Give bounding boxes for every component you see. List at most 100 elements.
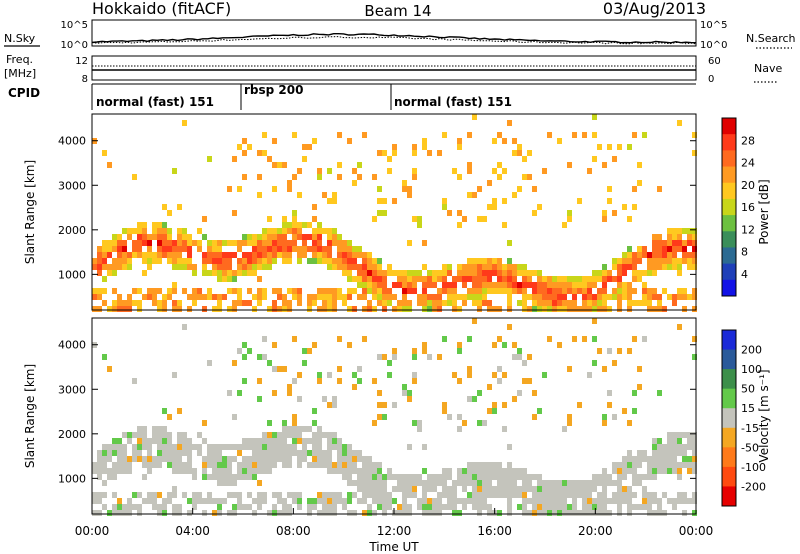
velocity-cell [547,510,552,516]
velocity-cell [237,390,242,396]
velocity-cell [567,420,572,426]
velocity-cell [592,480,597,486]
velocity-cell [547,492,552,498]
y-tick-label: 3000 [58,383,86,396]
power-cell [242,270,247,276]
power-cell [327,264,332,270]
velocity-cell [192,492,197,498]
power-cell [282,228,287,234]
power-cell [237,144,242,150]
velocity-cell [507,498,512,504]
power-cell [572,276,577,282]
velocity-cell [257,498,262,504]
power-cell [197,246,202,252]
velocity-cell [282,420,287,426]
velocity-cell [362,336,367,342]
power-cell [537,294,542,300]
velocity-cell [332,468,337,474]
velocity-cell [217,498,222,504]
velocity-cell [132,444,137,450]
velocity-cell [502,372,507,378]
velocity-cell [677,498,682,504]
power-cell [612,210,617,216]
velocity-cell [477,492,482,498]
velocity-cell [152,456,157,462]
velocity-cell [582,486,587,492]
velocity-cell [117,498,122,504]
power-cell [442,300,447,306]
velocity-cell [517,468,522,474]
velocity-cell [377,504,382,510]
velocity-cell [552,480,557,486]
power-cell [522,306,527,312]
velocity-cell [277,438,282,444]
velocity-cell [537,486,542,492]
time-tick-label: 00:00 [75,524,110,538]
velocity-cell [432,510,437,516]
power-cell [247,240,252,246]
velocity-cell [377,468,382,474]
velocity-cell [222,468,227,474]
power-cell [562,282,567,288]
velocity-cell [632,456,637,462]
power-cell [307,246,312,252]
velocity-cell [542,372,547,378]
power-cell [212,252,217,258]
velocity-cell [252,456,257,462]
power-cell [142,270,147,276]
power-cell [467,162,472,168]
velocity-cell [237,468,242,474]
velocity-cell [382,402,387,408]
velocity-cell [477,498,482,504]
power-cell [452,288,457,294]
power-cbar-label: Power [dB] [757,179,771,244]
velocity-cell [367,510,372,516]
velocity-cell [302,450,307,456]
power-cell [242,264,247,270]
velocity-cell [627,510,632,516]
velocity-cell [327,498,332,504]
power-cell [607,276,612,282]
power-cell [567,300,572,306]
velocity-cell [552,504,557,510]
velocity-cell [592,498,597,504]
power-cell [347,306,352,312]
power-cell [317,168,322,174]
power-cell [337,234,342,240]
power-cell [667,246,672,252]
velocity-cell [627,462,632,468]
velocity-cell [172,486,177,492]
velocity-cell [182,444,187,450]
velocity-cell [532,492,537,498]
power-cell [537,300,542,306]
power-cell [377,264,382,270]
power-cell [612,156,617,162]
power-cell [412,168,417,174]
power-cell [617,300,622,306]
velocity-cell [477,510,482,516]
power-cell [247,270,252,276]
power-cell [442,282,447,288]
velocity-cell [397,486,402,492]
velocity-cell [592,360,597,366]
power-cell [672,240,677,246]
power-cell [422,294,427,300]
power-cell [92,306,97,312]
velocity-cell [307,498,312,504]
power-cell [317,222,322,228]
power-cell [377,210,382,216]
velocity-cell [202,438,207,444]
velocity-cell [627,450,632,456]
velocity-cell [542,486,547,492]
velocity-cell [202,420,207,426]
colorbar-swatch [722,447,736,468]
velocity-cell [137,456,142,462]
velocity-cell [392,354,397,360]
power-cell [122,264,127,270]
velocity-cell [502,342,507,348]
velocity-cell [427,486,432,492]
power-cell [622,288,627,294]
power-cell [652,234,657,240]
velocity-cell [367,492,372,498]
power-cell [292,216,297,222]
